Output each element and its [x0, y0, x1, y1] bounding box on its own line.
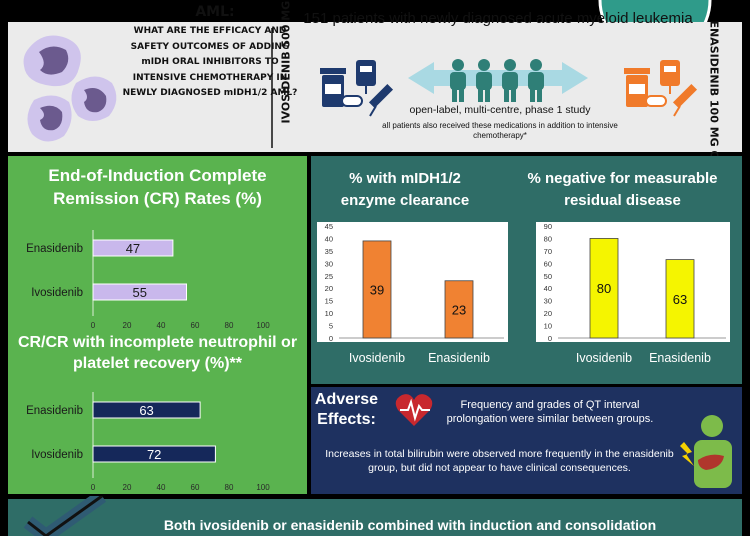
clearance-category-label: Enasidenib: [428, 351, 490, 365]
people-icon: [408, 59, 588, 102]
clearance-bar: [444, 280, 474, 339]
mrd-tick-label: 50: [544, 272, 552, 281]
pill-bottle-icon: [320, 68, 363, 107]
cr-bar: [92, 283, 187, 301]
divider-line: [271, 28, 273, 148]
clearance-tick-label: 10: [325, 309, 333, 318]
clearance-chart: 0 5 10 15 20 25 30 35 40 45 39 Ivosidenib 23 Enasiden…: [317, 222, 508, 365]
mrd-tick-label: 40: [544, 284, 552, 293]
cri-tick-label: 40: [157, 483, 166, 492]
clearance-tick-label: 30: [325, 259, 333, 268]
cri-tick-label: 80: [225, 483, 234, 492]
clearance-tick-label: 5: [329, 322, 333, 331]
syringe-icon: [672, 83, 698, 117]
question-body: WHAT ARE THE EFFICACY AND SAFETY OUTCOME…: [122, 26, 298, 98]
clearance-tick-label: 40: [325, 234, 333, 243]
mrd-tick-label: 0: [548, 334, 552, 343]
qt-prolongation-text: Frequency and grades of QT interval prol…: [446, 399, 654, 425]
patient-liver-icon: [680, 415, 732, 488]
clearance-tick-label: 0: [329, 334, 333, 343]
mrd-data-label: 63: [673, 292, 687, 307]
cr-bar: [92, 239, 174, 257]
clearance-plot-area: [317, 222, 508, 342]
cri-data-label: 63: [139, 403, 153, 418]
mrd-chart: 0 10 20 30 40 50 60 70 80 90 80 Ivosidenib 63 Enaside…: [536, 222, 730, 365]
conclusion-text: Both ivosidenib or enasidenib combined w…: [163, 517, 657, 533]
cr-tick-label: 20: [123, 321, 132, 330]
cr-tick-label: 40: [157, 321, 166, 330]
mrd-category-label: Enasidenib: [649, 351, 711, 365]
heart-pulse-icon: [395, 394, 433, 426]
cr-tick-label: 0: [91, 321, 96, 330]
cri-bar: [92, 445, 216, 463]
question-title: AML:: [195, 4, 235, 20]
mrd-tick-label: 60: [544, 259, 552, 268]
cri-data-label: 72: [147, 447, 161, 462]
mrd-tick-label: 70: [544, 247, 552, 256]
cr-tick-label: 100: [256, 321, 270, 330]
mrd-tick-label: 80: [544, 234, 552, 243]
iv-bag-icon: [356, 60, 376, 94]
mrd-category-label: Ivosidenib: [576, 351, 632, 365]
clearance-data-label: 39: [370, 282, 384, 297]
study-design: open-label, multi-centre, phase 1 study: [409, 104, 591, 116]
enasidenib-drug-icon: [624, 60, 698, 117]
cri-tick-label: 60: [191, 483, 200, 492]
bilirubin-text: Increases in total bilirubin were observ…: [325, 448, 674, 474]
clearance-category-label: Ivosidenib: [349, 351, 405, 365]
cri-category-label: Ivosidenib: [31, 449, 83, 461]
mrd-tick-label: 20: [544, 309, 552, 318]
cr-category-label: Enasidenib: [26, 243, 83, 255]
green-panel: [8, 156, 307, 494]
mrd-plot-area: [536, 222, 730, 342]
clearance-chart-title: % with mIDH1/2 enzyme clearance: [340, 170, 470, 209]
conclusion-panel: [8, 499, 742, 536]
mrd-tick-label: 90: [544, 222, 552, 231]
clearance-data-label: 23: [452, 302, 466, 317]
mrd-data-label: 80: [597, 281, 611, 296]
cri-tick-label: 0: [91, 483, 96, 492]
clearance-tick-label: 25: [325, 272, 333, 281]
cr-tick-label: 80: [225, 321, 234, 330]
clearance-tick-label: 45: [325, 222, 333, 231]
syringe-icon: [368, 83, 394, 117]
pill-bottle-icon: [624, 68, 667, 107]
adverse-effects-panel: [311, 387, 742, 494]
cr-data-label: 55: [133, 285, 147, 300]
study-population: 151 patients with newly diagnosed acute …: [303, 10, 693, 27]
clearance-tick-label: 35: [325, 247, 333, 256]
cri-bar: [92, 401, 201, 419]
study-note: all patients also received these medicat…: [382, 121, 618, 140]
mrd-tick-label: 30: [544, 297, 552, 306]
cri-tick-label: 100: [256, 483, 270, 492]
clearance-tick-label: 15: [325, 297, 333, 306]
checkmark-icon: [23, 496, 107, 536]
cell-icon: [23, 35, 117, 142]
cri-chart-title: CR/CR with incomplete neutrophil or plat…: [17, 334, 298, 372]
mrd-chart-title: % negative for measurable residual disea…: [527, 170, 718, 209]
cri-category-label: Enasidenib: [26, 405, 83, 417]
header-panel: [8, 22, 742, 152]
ivosidenib-dose: IVOSIDENIB 500 MG ONCE DAILY: [279, 0, 293, 124]
mrd-bar: [589, 238, 619, 339]
cr-category-label: Ivosidenib: [31, 287, 83, 299]
mrd-bar: [665, 259, 695, 339]
clearance-tick-label: 20: [325, 284, 333, 293]
cr-chart: Enasidenib 47 Ivosidenib 55 0 20 40 60 80 100: [26, 230, 270, 330]
cr-tick-label: 60: [191, 321, 200, 330]
ivosidenib-drug-icon: [320, 60, 394, 117]
cr-chart-title: End-of-Induction Complete Remission (CR)…: [48, 166, 267, 208]
enasidenib-dose: ENASIDENIB 100 MG ONCE DAILY: [707, 20, 721, 224]
mrd-tick-label: 10: [544, 322, 552, 331]
adverse-effects-title: Adverse Effects:: [314, 391, 379, 428]
iv-bag-icon: [660, 60, 680, 94]
clearance-bar: [362, 240, 392, 339]
cri-tick-label: 20: [123, 483, 132, 492]
cr-data-label: 47: [126, 241, 140, 256]
cri-chart: Enasidenib 63 Ivosidenib 72 0 20 40 60 80 100: [26, 392, 270, 492]
corner-circle: [598, 0, 712, 22]
